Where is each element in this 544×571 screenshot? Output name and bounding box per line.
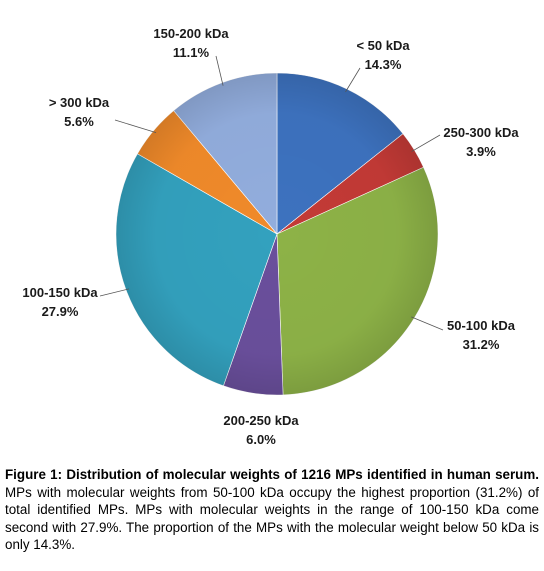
- slice-percent-label: 11.1%: [173, 45, 210, 60]
- leader-lines: [99, 55, 444, 331]
- slice-category-label: 250-300 kDa: [443, 125, 519, 140]
- slice-category-label: < 50 kDa: [356, 38, 410, 53]
- leader-line: [345, 67, 361, 93]
- leader-line: [411, 316, 444, 331]
- pie-slices: [115, 72, 439, 396]
- slice-percent-label: 6.0%: [246, 432, 276, 447]
- slice-percent-label: 5.6%: [64, 114, 94, 129]
- caption-text: MPs with molecular weights from 50-100 k…: [5, 484, 539, 553]
- slice-category-label: 50-100 kDa: [447, 318, 516, 333]
- slice-category-label: > 300 kDa: [49, 95, 110, 110]
- leader-line: [411, 134, 441, 152]
- slice-percent-label: 14.3%: [365, 57, 402, 72]
- leader-line: [99, 288, 130, 297]
- slice-category-label: 200-250 kDa: [223, 413, 299, 428]
- slice-percent-label: 27.9%: [42, 304, 79, 319]
- slice-category-label: 150-200 kDa: [153, 26, 229, 41]
- caption-title: Figure 1: Distribution of molecular weig…: [5, 467, 539, 482]
- figure-caption: Figure 1: Distribution of molecular weig…: [5, 466, 539, 554]
- slice-percent-label: 31.2%: [463, 337, 500, 352]
- slice-category-label: 100-150 kDa: [22, 285, 98, 300]
- pie-chart: < 50 kDa 14.3% 250-300 kDa 3.9% 50-100 kDa 31…: [22, 26, 519, 447]
- slice-percent-label: 3.9%: [466, 144, 496, 159]
- leader-line: [114, 119, 157, 134]
- slice-labels: < 50 kDa 14.3% 250-300 kDa 3.9% 50-100 kDa 31…: [22, 26, 519, 447]
- leader-line: [215, 55, 224, 86]
